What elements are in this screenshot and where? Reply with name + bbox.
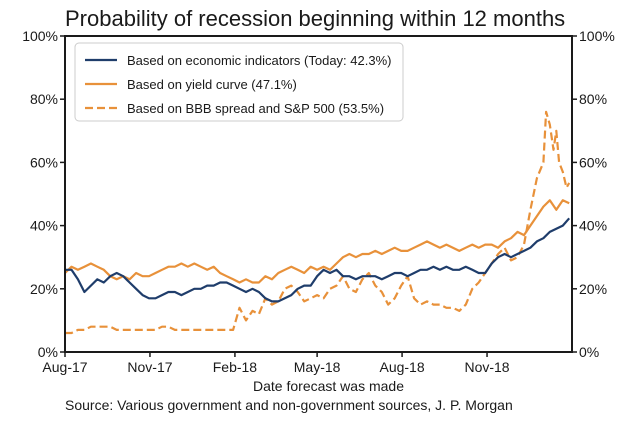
y-tick-label-left: 20% (30, 281, 58, 297)
y-tick-label-right: 40% (579, 218, 607, 234)
series-line-2 (65, 110, 571, 335)
chart-title: Probability of recession beginning withi… (65, 6, 565, 31)
plot-frame (64, 35, 573, 353)
y-tick-label-right: 100% (579, 28, 615, 44)
y-tick-label-left: 100% (22, 28, 58, 44)
y-tick-label-right: 20% (579, 281, 607, 297)
y-tick-label-left: 80% (30, 91, 58, 107)
legend-label-2: Based on BBB spread and S&P 500 (53.5%) (127, 101, 384, 116)
y-tick-label-left: 0% (38, 344, 58, 360)
series-line-1 (65, 199, 570, 284)
y-tick-label-right: 60% (579, 154, 607, 170)
y-tick-label-right: 80% (579, 91, 607, 107)
x-tick-label: Aug-17 (42, 359, 87, 375)
x-tick-label: Nov-18 (464, 359, 509, 375)
series-line-0 (65, 217, 571, 303)
x-tick-label: Nov-17 (127, 359, 172, 375)
y-tick-label-left: 60% (30, 154, 58, 170)
y-tick-label-left: 40% (30, 218, 58, 234)
legend-label-0: Based on economic indicators (Today: 42.… (127, 53, 391, 68)
y-tick-label-right: 0% (579, 344, 599, 360)
legend-box (74, 42, 404, 122)
x-tick-label: May-18 (294, 359, 341, 375)
x-tick-label: Aug-18 (379, 359, 424, 375)
legend-label-1: Based on yield curve (47.1%) (127, 77, 297, 92)
legend: Based on economic indicators (Today: 42.… (74, 42, 404, 122)
x-axis-label: Date forecast was made (253, 378, 404, 394)
x-tick-label: Feb-18 (213, 359, 258, 375)
source-note: Source: Various government and non-gover… (65, 397, 513, 413)
